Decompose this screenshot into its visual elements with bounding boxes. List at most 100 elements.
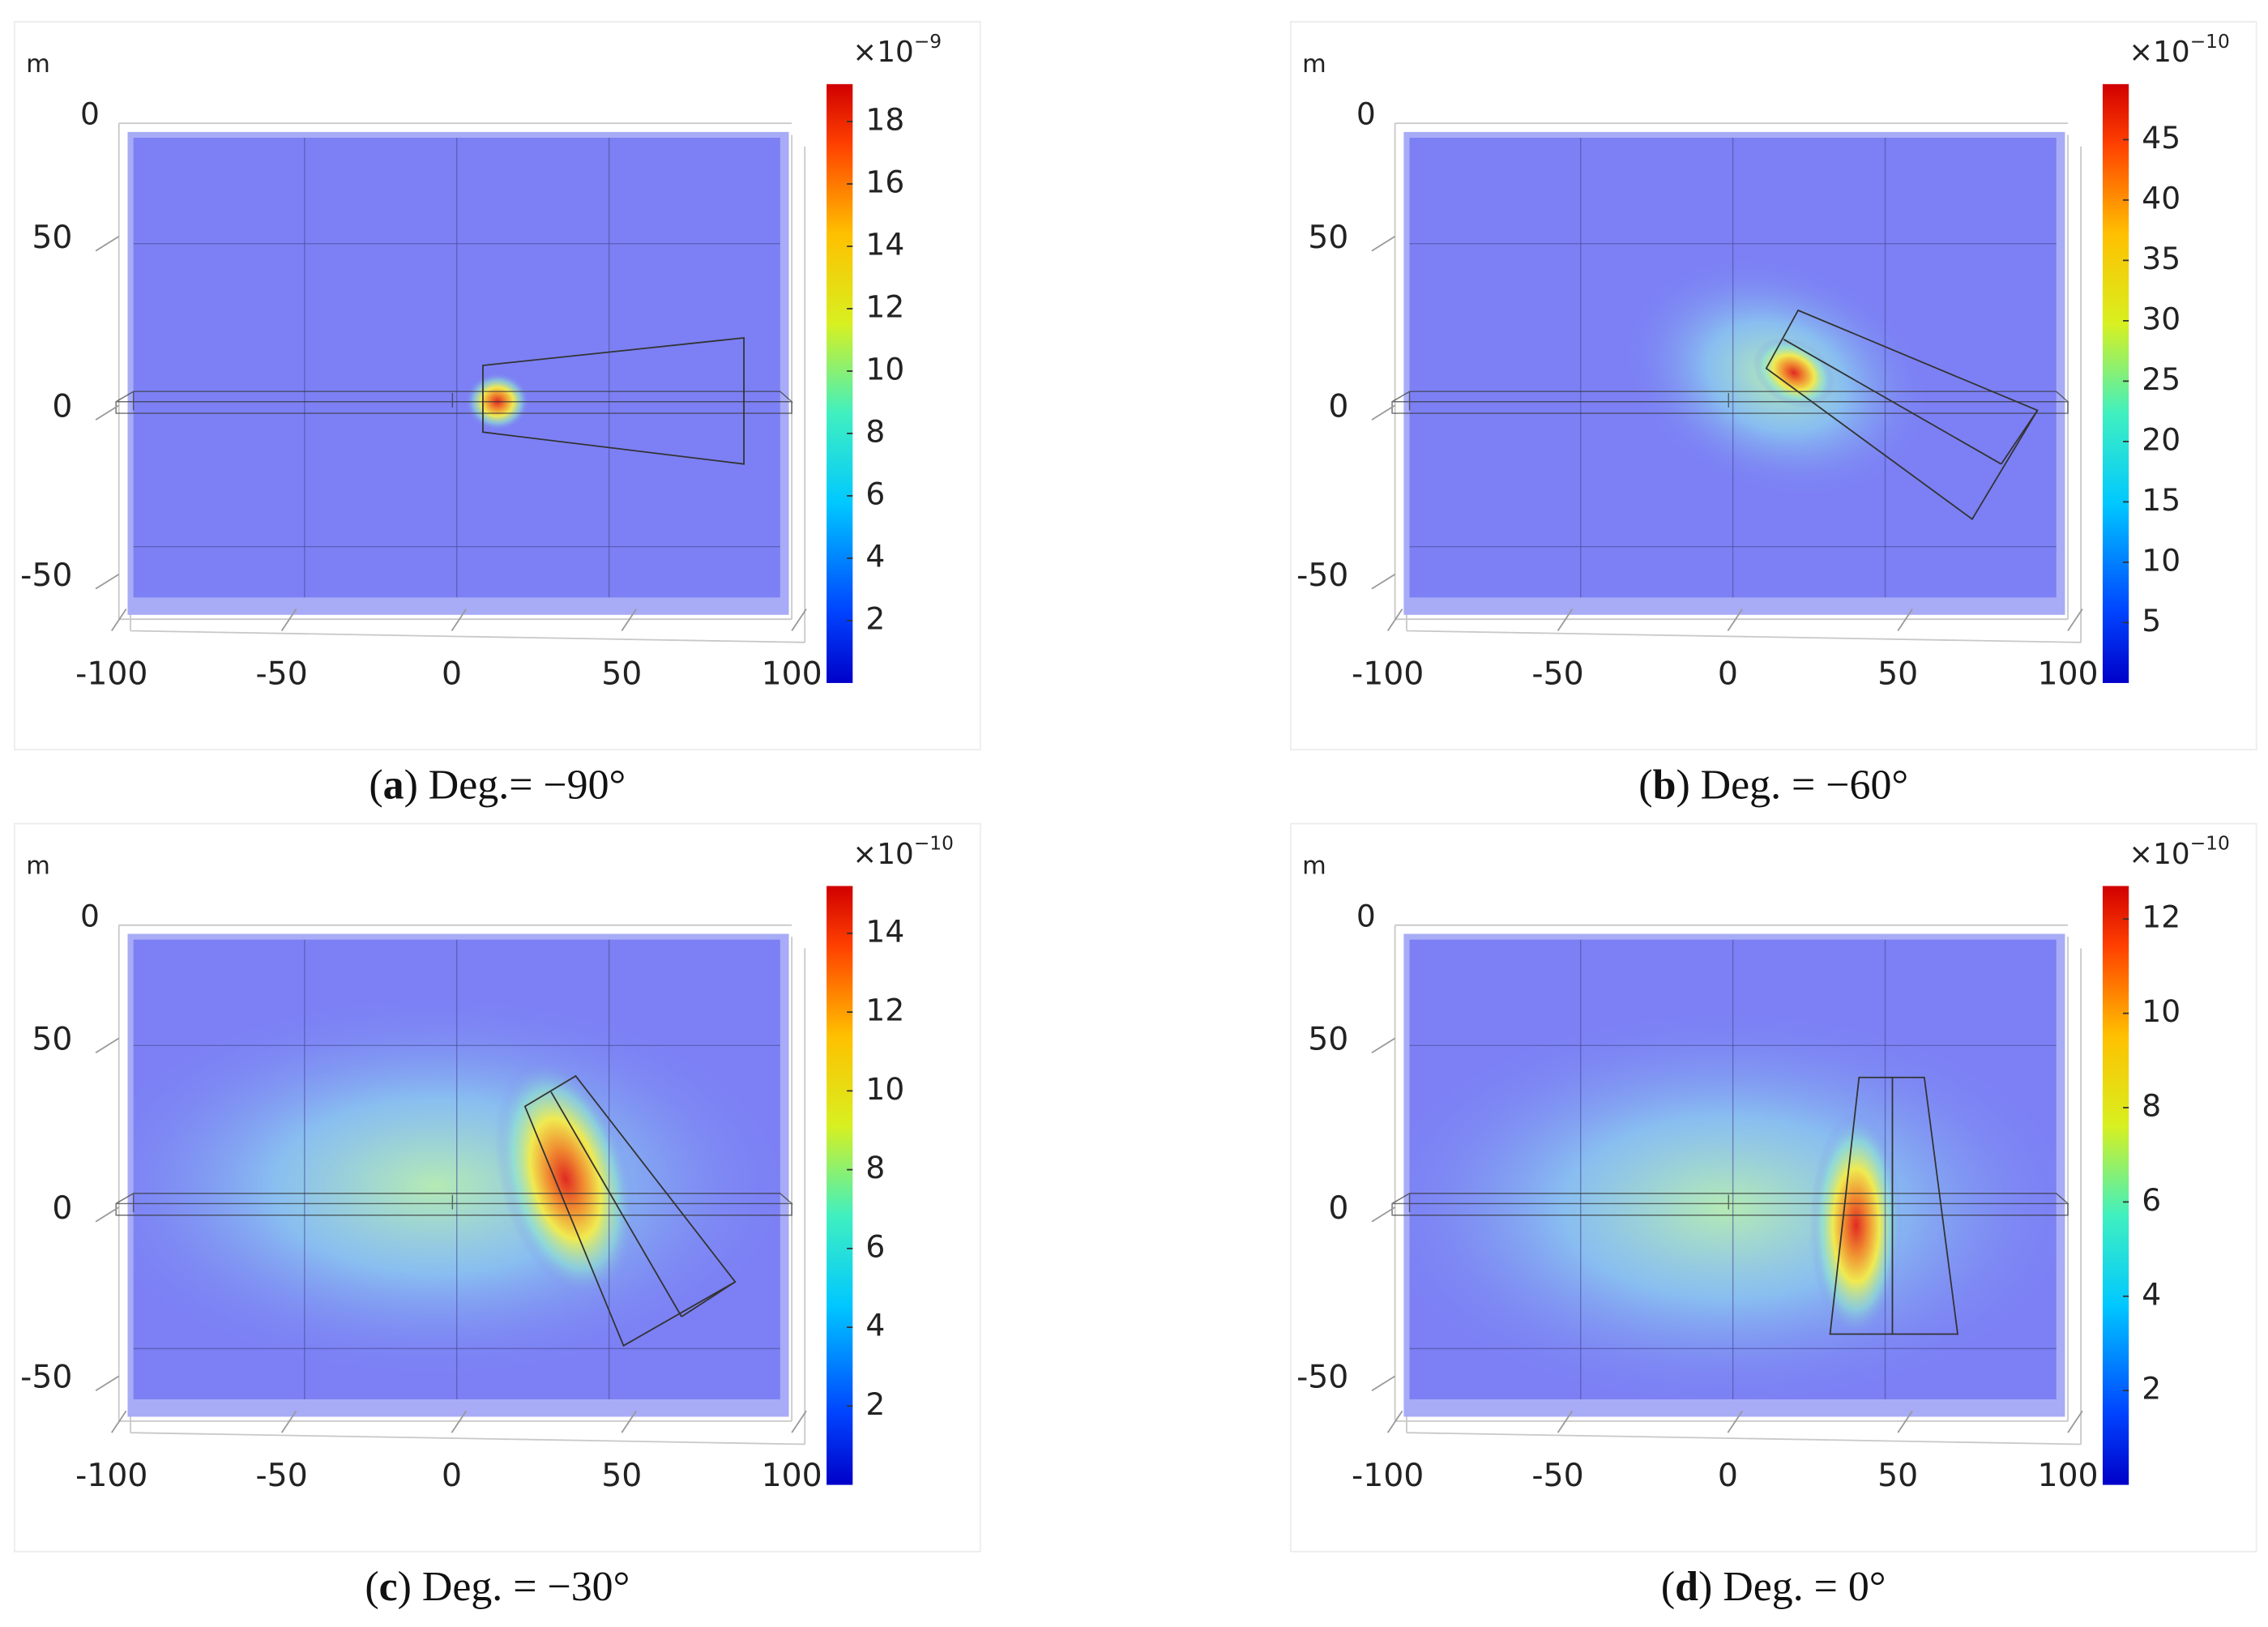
device-outline: [1765, 309, 2039, 521]
z-tick-label: 0: [80, 96, 100, 132]
y-tick: [1371, 1206, 1396, 1223]
x-tick-label: -100: [75, 1457, 147, 1494]
field: [133, 990, 780, 1382]
x-tick-label: -50: [1531, 655, 1583, 692]
x-tick-label: 0: [1718, 655, 1738, 692]
axis-unit: m: [26, 852, 50, 881]
x-tick-label: 0: [442, 655, 462, 692]
y-tick-label: 50: [32, 219, 72, 256]
x-tick: [451, 1410, 468, 1433]
y-tick: [1371, 1037, 1396, 1054]
y-tick: [1371, 573, 1396, 590]
y-tick: [95, 404, 120, 421]
device-edge: [550, 1091, 682, 1317]
x-tick: [1727, 1410, 1743, 1433]
x-tick-label: -100: [1352, 1457, 1424, 1494]
colorbar-tick-label: 14: [865, 913, 904, 949]
multiplier-exponent: −9: [914, 30, 942, 52]
colorbar-tick-label: 2: [2142, 1371, 2161, 1407]
z-tick-label: 0: [1356, 898, 1376, 933]
colorbar-tick-label: 10: [2142, 993, 2180, 1029]
multiplier-base: ×10: [852, 36, 914, 69]
x-tick-label: 100: [762, 655, 822, 692]
multiplier-base: ×10: [852, 838, 914, 871]
colorbar-tick-label: 18: [865, 102, 904, 138]
field-blob: [1409, 1005, 2057, 1400]
x-tick-label: 50: [1877, 1457, 1918, 1494]
y-tick-label: 50: [1308, 1020, 1348, 1057]
colorbar-tick-label: 45: [2142, 120, 2180, 156]
x-tick-label: -100: [75, 655, 147, 692]
x-tick: [1557, 609, 1574, 632]
x-tick: [621, 1410, 637, 1433]
multiplier-exponent: −10: [914, 832, 954, 854]
caption-text: ) Deg.= −90°: [404, 762, 626, 808]
axis-unit: m: [26, 50, 50, 79]
x-tick: [621, 609, 637, 632]
panel: m 0 -100 -50 0 50 100 -50 0 50 2 4 6 8 10 12 14 16 18 ×10−9…: [14, 20, 981, 808]
colorbar-tick-label: 10: [865, 351, 904, 386]
x-tick-label: -50: [1531, 1457, 1583, 1494]
caption-letter: a: [383, 762, 404, 808]
device-outline: [1829, 1076, 1959, 1335]
colorbar-tick-label: 14: [865, 226, 904, 262]
colorbar-multiplier: ×10−9: [852, 30, 942, 69]
colorbar-tick-label: 35: [2142, 241, 2180, 276]
axis-unit: m: [1302, 50, 1326, 79]
colorbar-multiplier: ×10−10: [2129, 30, 2230, 69]
colorbar-multiplier: ×10−10: [852, 832, 954, 871]
caption: (c) Deg. = −30°: [365, 1564, 630, 1610]
slab: [1391, 391, 2069, 414]
caption: (b) Deg. = −60°: [1638, 762, 1908, 808]
multiplier-exponent: −10: [2190, 832, 2230, 854]
x-tick-label: 100: [2037, 1457, 2098, 1494]
multiplier-base: ×10: [2129, 838, 2190, 871]
colorbar: [826, 83, 853, 683]
y-tick-label: 50: [1308, 219, 1348, 256]
x-tick-label: 50: [601, 1457, 642, 1494]
caption-open: (: [365, 1564, 378, 1610]
slab: [115, 1193, 794, 1216]
x-tick-label: -100: [1352, 655, 1424, 692]
colorbar-tick-label: 12: [865, 288, 904, 324]
caption-open: (: [369, 762, 382, 808]
y-tick-label: -50: [20, 557, 72, 594]
x-tick: [111, 1410, 127, 1433]
caption-text: ) Deg. = −60°: [1676, 762, 1908, 808]
y-tick-label: 0: [1328, 1189, 1348, 1227]
x-tick-label: 100: [2037, 655, 2098, 692]
colorbar-tick-label: 40: [2142, 180, 2180, 216]
y-tick-label: 0: [52, 387, 72, 425]
colorbar-tick-label: 2: [865, 600, 885, 636]
x-tick-label: 0: [442, 1457, 462, 1494]
field: [1409, 1005, 2057, 1400]
y-tick-label: -50: [1296, 1358, 1348, 1395]
colorbar-tick-label: 2: [865, 1386, 885, 1422]
x-tick: [1727, 609, 1743, 632]
x-tick-label: -50: [255, 655, 307, 692]
x-tick: [451, 609, 468, 632]
y-tick: [1371, 404, 1396, 421]
y-tick: [95, 1037, 120, 1054]
z-tick-label: 0: [80, 898, 100, 933]
caption-open: (: [1638, 762, 1652, 808]
x-tick: [2067, 1410, 2083, 1433]
colorbar-tick-label: 4: [2142, 1276, 2161, 1312]
caption: (d) Deg. = 0°: [1661, 1564, 1886, 1610]
x-tick: [1557, 1410, 1574, 1433]
colorbar-tick-label: 6: [865, 1228, 885, 1264]
x-tick: [111, 609, 127, 632]
colorbar-tick-label: 30: [2142, 301, 2180, 336]
x-tick-label: -50: [255, 1457, 307, 1494]
y-tick-label: 50: [32, 1020, 72, 1057]
colorbar-tick-label: 12: [865, 993, 904, 1028]
x-tick: [280, 609, 297, 632]
caption-letter: c: [379, 1564, 398, 1610]
x-tick: [280, 1410, 297, 1433]
x-tick: [791, 1410, 807, 1433]
colorbar: [2102, 83, 2129, 683]
y-tick-label: -50: [1296, 557, 1348, 594]
colorbar-multiplier: ×10−10: [2129, 832, 2230, 871]
